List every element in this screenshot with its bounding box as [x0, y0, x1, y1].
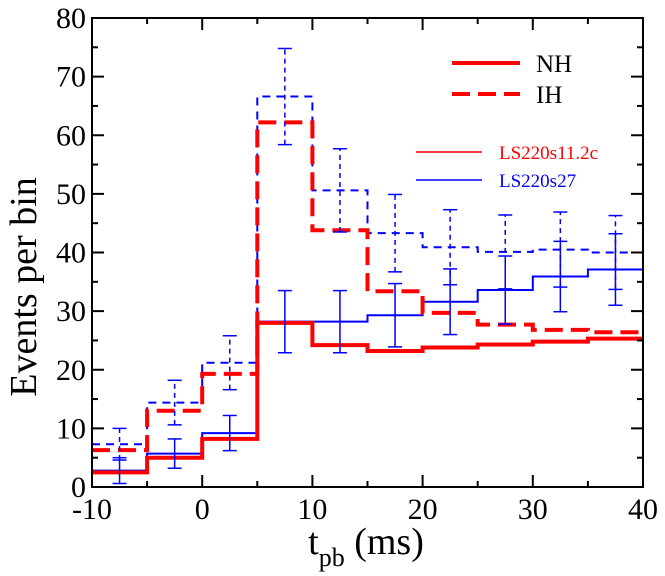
legend-ih-label: IH: [536, 82, 562, 109]
error-bar: [222, 414, 237, 452]
x-axis-title-subscript: pb: [319, 543, 345, 572]
x-tick-label: 30: [518, 493, 548, 526]
error-bar: [553, 211, 568, 288]
x-tick-label: 0: [195, 493, 210, 526]
x-axis-title-units: (ms): [345, 521, 424, 563]
error-bar: [608, 214, 623, 291]
legend-nh-label: NH: [536, 51, 572, 78]
error-bar: [167, 379, 182, 426]
y-tick-label: 30: [56, 295, 86, 328]
error-bar: [332, 289, 347, 354]
y-tick-label: 40: [56, 237, 86, 270]
x-axis-title-main: t: [308, 521, 319, 563]
series-ls220s11-2c-ih: [92, 120, 643, 453]
legend-ls220s11-label: LS220s11.2c: [499, 143, 598, 164]
x-tick-label: 40: [628, 493, 658, 526]
error-bar: [388, 193, 403, 273]
error-bar: [332, 147, 347, 233]
y-tick-label: 0: [71, 471, 86, 504]
error-bar: [277, 47, 292, 146]
error-bar: [112, 427, 127, 461]
x-tick-label: 20: [408, 493, 438, 526]
error-bar: [443, 208, 458, 286]
error-bar: [167, 438, 182, 469]
y-tick-label: 70: [56, 61, 86, 94]
legend: NH IH LS220s11.2c LS220s27: [416, 51, 598, 192]
axis-ticks: [91, 17, 644, 488]
error-bar: [388, 282, 403, 348]
x-tick-label: 10: [297, 493, 327, 526]
x-axis-title: tpb (ms): [308, 521, 424, 572]
legend-ls220s27-label: LS220s27: [499, 171, 576, 192]
error-bar: [222, 334, 237, 391]
y-axis-title: Events per bin: [3, 177, 45, 397]
y-tick-label: 50: [56, 178, 86, 211]
y-tick-label: 60: [56, 119, 86, 152]
x-tick-label: -10: [72, 493, 112, 526]
y-tick-label: 10: [56, 412, 86, 445]
y-tick-label: 20: [56, 354, 86, 387]
error-bar: [498, 214, 513, 290]
error-bars: [112, 47, 623, 485]
y-tick-label: 80: [56, 2, 86, 35]
series-ls220s11-2c-nh: [92, 320, 643, 475]
plot-series-layer: [92, 95, 643, 475]
error-bar: [277, 289, 292, 354]
